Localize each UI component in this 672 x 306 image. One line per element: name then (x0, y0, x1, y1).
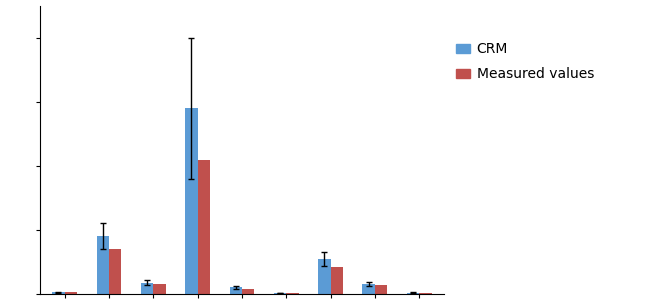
Bar (153, 284, 166, 294)
Legend: CRM, Measured values: CRM, Measured values (450, 37, 599, 87)
Bar (65, 293, 77, 294)
Bar (274, 293, 286, 294)
Bar (230, 287, 242, 294)
Bar (331, 267, 343, 294)
Bar (97, 236, 109, 294)
Bar (407, 293, 419, 294)
Bar (52, 292, 65, 294)
Bar (286, 293, 298, 294)
Bar (362, 284, 375, 294)
Bar (318, 259, 331, 294)
Bar (419, 293, 431, 294)
Bar (198, 159, 210, 294)
Bar (242, 289, 254, 294)
Bar (185, 108, 198, 294)
Bar (141, 282, 153, 294)
Bar (375, 285, 387, 294)
Bar (109, 249, 122, 294)
